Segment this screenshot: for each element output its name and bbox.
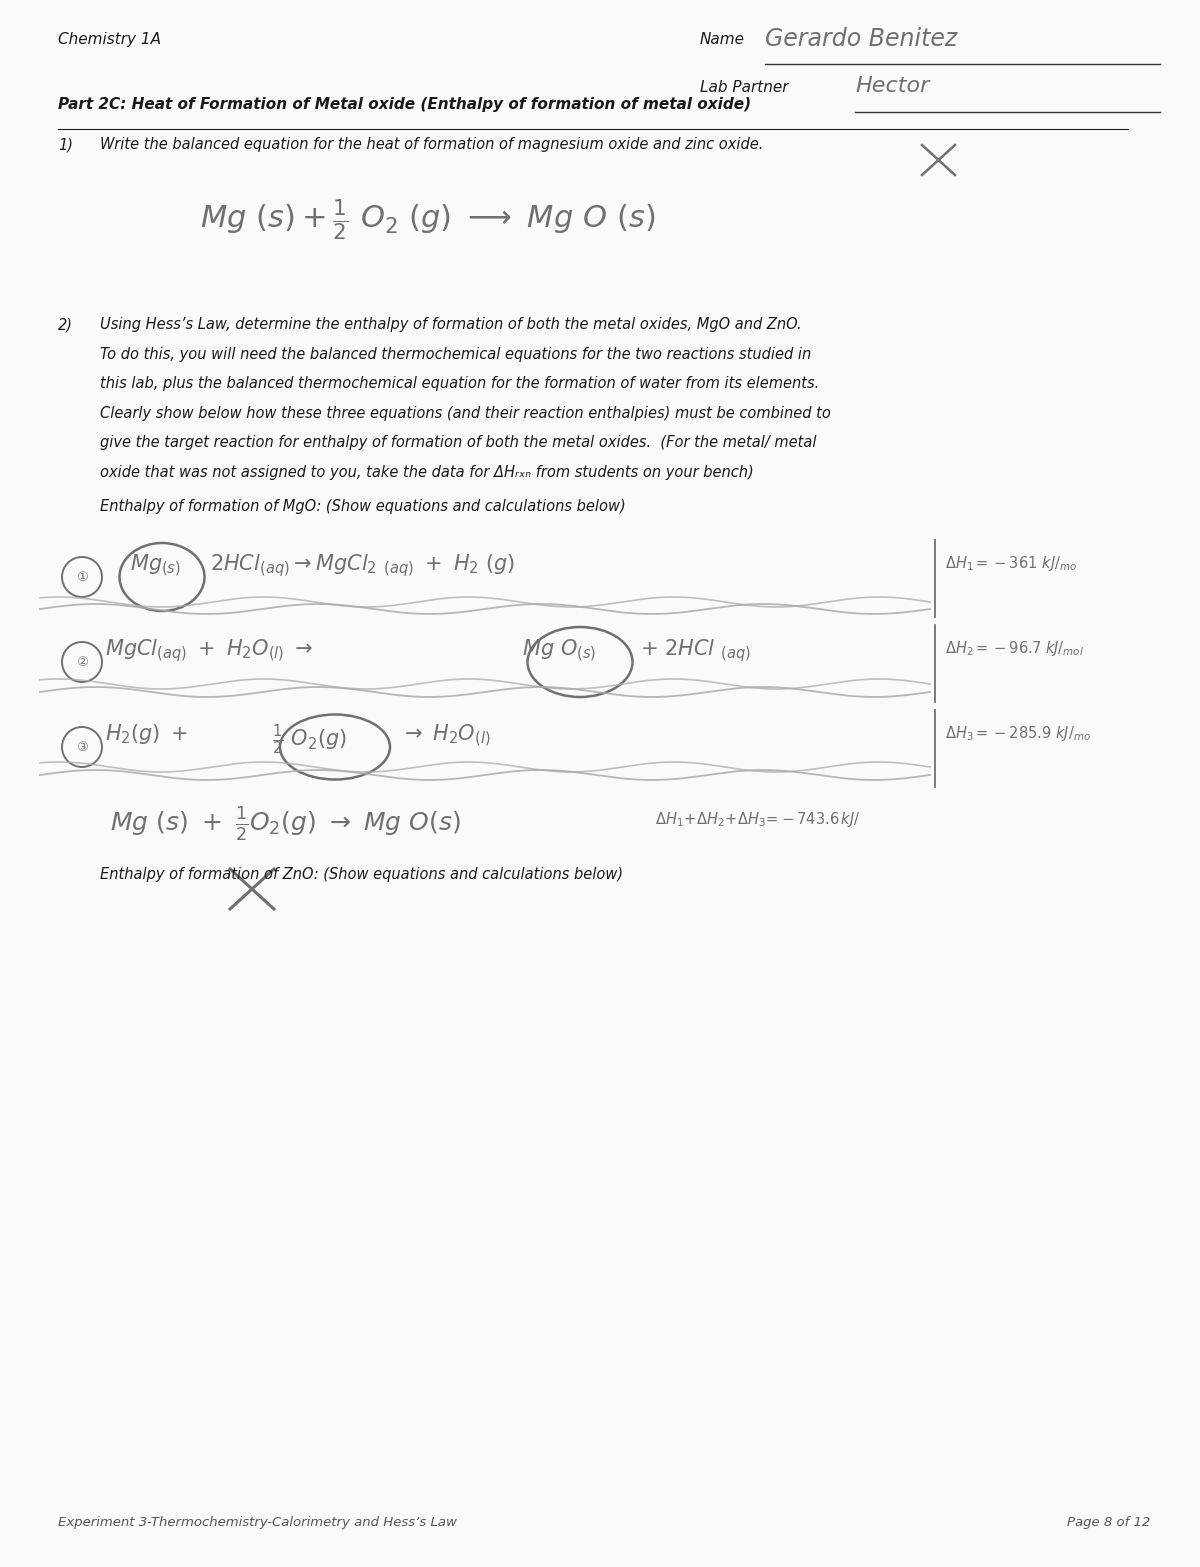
Text: Gerardo Benitez: Gerardo Benitez <box>766 27 958 52</box>
Text: $\frac{1}{2}\ O_2(g)$: $\frac{1}{2}\ O_2(g)$ <box>272 722 347 757</box>
Text: 2): 2) <box>58 317 73 332</box>
Text: Write the balanced equation for the heat of formation of magnesium oxide and zin: Write the balanced equation for the heat… <box>100 136 763 152</box>
Text: Lab Partner: Lab Partner <box>700 80 788 96</box>
Text: Chemistry 1A: Chemistry 1A <box>58 31 161 47</box>
Text: $H_2(g)\ +$: $H_2(g)\ +$ <box>106 722 188 746</box>
Text: Name: Name <box>700 31 745 47</box>
Text: Experiment 3-Thermochemistry-Calorimetry and Hess’s Law: Experiment 3-Thermochemistry-Calorimetry… <box>58 1515 457 1529</box>
Text: ①: ① <box>76 570 88 583</box>
Text: ,: , <box>550 88 556 105</box>
Text: Hector: Hector <box>856 77 929 96</box>
Text: Part 2C: Heat of Formation of Metal oxide (Enthalpy of formation of metal oxide): Part 2C: Heat of Formation of Metal oxid… <box>58 97 751 111</box>
Text: $Mg\ (s)\ +\ \frac{1}{2}O_2(g)\ \rightarrow\ Mg\ O(s)$: $Mg\ (s)\ +\ \frac{1}{2}O_2(g)\ \rightar… <box>110 805 461 843</box>
Text: $Mg\ O_{(s)}$: $Mg\ O_{(s)}$ <box>522 638 596 663</box>
Text: $\rightarrow\ H_2O_{(l)}$: $\rightarrow\ H_2O_{(l)}$ <box>400 722 491 749</box>
Text: give the target reaction for enthalpy of formation of both the metal oxides.  (F: give the target reaction for enthalpy of… <box>100 436 816 450</box>
Text: Enthalpy of formation of ZnO: (Show equations and calculations below): Enthalpy of formation of ZnO: (Show equa… <box>100 867 623 882</box>
Text: oxide that was not assigned to you, take the data for ΔHᵣₓₙ from students on you: oxide that was not assigned to you, take… <box>100 464 754 480</box>
Text: $\Delta H_1=-361\ kJ/_{mo}$: $\Delta H_1=-361\ kJ/_{mo}$ <box>946 555 1078 574</box>
Text: ②: ② <box>76 655 88 669</box>
Text: To do this, you will need the balanced thermochemical equations for the two reac: To do this, you will need the balanced t… <box>100 346 811 362</box>
Text: Using Hess’s Law, determine the enthalpy of formation of both the metal oxides, : Using Hess’s Law, determine the enthalpy… <box>100 317 802 332</box>
Text: 1): 1) <box>58 136 73 152</box>
Text: $Mg\ (s)+\frac{1}{2}\ O_2\ (g)\ \longrightarrow\ Mg\ O\ (s)$: $Mg\ (s)+\frac{1}{2}\ O_2\ (g)\ \longrig… <box>200 197 655 243</box>
Text: ③: ③ <box>76 741 88 754</box>
Text: Page 8 of 12: Page 8 of 12 <box>1067 1515 1150 1529</box>
Text: $\Delta H_2=-96.7\ kJ/_{mol}$: $\Delta H_2=-96.7\ kJ/_{mol}$ <box>946 639 1084 658</box>
Text: $\Delta H_1\!+\!\Delta H_2\!+\!\Delta H_3\!=\!-743.6\,kJ/$: $\Delta H_1\!+\!\Delta H_2\!+\!\Delta H_… <box>655 810 860 829</box>
Text: $MgCl_{(aq)}\ +\ H_2O_{(l)}\ \rightarrow$: $MgCl_{(aq)}\ +\ H_2O_{(l)}\ \rightarrow… <box>106 638 313 664</box>
Text: this lab, plus the balanced thermochemical equation for the formation of water f: this lab, plus the balanced thermochemic… <box>100 376 820 392</box>
Text: Clearly show below how these three equations (and their reaction enthalpies) mus: Clearly show below how these three equat… <box>100 406 830 420</box>
Text: Enthalpy of formation of MgO: (Show equations and calculations below): Enthalpy of formation of MgO: (Show equa… <box>100 498 625 514</box>
Text: $2HCl_{(aq)} \rightarrow MgCl_2\ _{(aq)}\ +\ H_2\ (g)$: $2HCl_{(aq)} \rightarrow MgCl_2\ _{(aq)}… <box>210 552 515 578</box>
Text: $\Delta H_3=-285.9\ kJ/_{mo}$: $\Delta H_3=-285.9\ kJ/_{mo}$ <box>946 724 1091 743</box>
Text: $+\ 2HCl\ _{(aq)}$: $+\ 2HCl\ _{(aq)}$ <box>640 638 751 664</box>
Text: $Mg_{(s)}$: $Mg_{(s)}$ <box>130 552 181 578</box>
